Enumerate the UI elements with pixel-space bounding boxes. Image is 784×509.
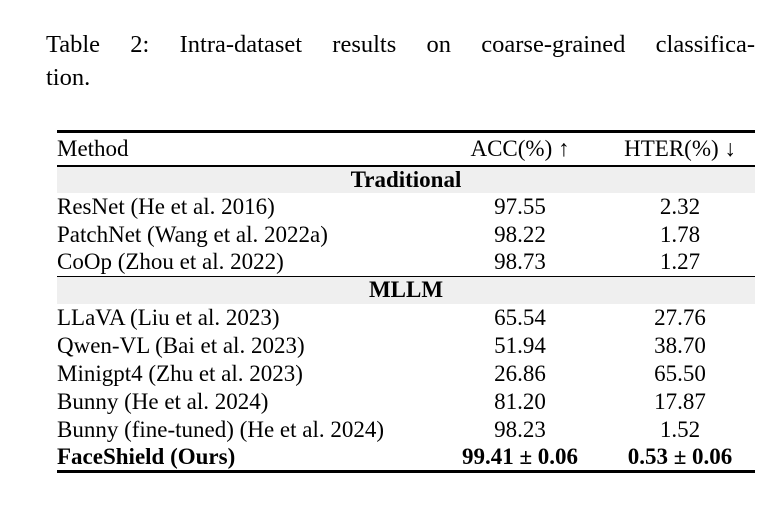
table-row-bunny: Bunny (He et al. 2024) 81.20 17.87 xyxy=(57,388,755,416)
method-name: FaceShield (Ours) xyxy=(57,443,236,469)
table-row-qwen-vl: Qwen-VL (Bai et al. 2023) 51.94 38.70 xyxy=(57,332,755,360)
method-name: PatchNet (Wang et al. 2022a) xyxy=(57,221,328,247)
section-label: Traditional xyxy=(57,165,755,193)
method-name: CoOp (Zhou et al. 2022) xyxy=(57,249,284,275)
method-name: Bunny (He et al. 2024) xyxy=(57,388,269,414)
acc-value: 51.94 xyxy=(494,332,546,358)
acc-value: 98.23 xyxy=(494,416,546,442)
hter-value: 1.27 xyxy=(659,249,701,275)
hter-value: 27.76 xyxy=(654,304,706,330)
method-name: Minigpt4 (Zhu et al. 2023) xyxy=(57,360,303,386)
results-table: Method ACC(%) ↑ HTER(%) ↓ Traditional Re… xyxy=(57,130,755,473)
section-label: MLLM xyxy=(57,276,755,304)
hter-value: 65.50 xyxy=(654,360,706,386)
section-header-traditional: Traditional xyxy=(57,165,755,193)
hter-value: 0.53 ± 0.06 xyxy=(627,443,733,469)
table-row-llava: LLaVA (Liu et al. 2023) 65.54 27.76 xyxy=(57,304,755,332)
hter-value: 38.70 xyxy=(654,332,706,358)
section-header-mllm: MLLM xyxy=(57,276,755,304)
table-row-faceshield-ours: FaceShield (Ours) 99.41 ± 0.06 0.53 ± 0.… xyxy=(57,444,755,472)
column-header-hter: HTER(%) ↓ xyxy=(605,131,755,167)
hter-value: 17.87 xyxy=(654,388,706,414)
table-row-minigpt4: Minigpt4 (Zhu et al. 2023) 26.86 65.50 xyxy=(57,360,755,388)
table-row-resnet: ResNet (He et al. 2016) 97.55 2.32 xyxy=(57,193,755,221)
table-caption-line2: tion. xyxy=(46,64,91,91)
table-row-patchnet: PatchNet (Wang et al. 2022a) 98.22 1.78 xyxy=(57,221,755,249)
method-name: LLaVA (Liu et al. 2023) xyxy=(57,304,280,330)
table-row-coop: CoOp (Zhou et al. 2022) 98.73 1.27 xyxy=(57,249,755,277)
acc-value: 81.20 xyxy=(494,388,546,414)
table-row-bunny-finetuned: Bunny (fine-tuned) (He et al. 2024) 98.2… xyxy=(57,416,755,444)
method-name: Bunny (fine-tuned) (He et al. 2024) xyxy=(57,416,385,442)
method-name: Qwen-VL (Bai et al. 2023) xyxy=(57,332,305,358)
table-header-row: Method ACC(%) ↑ HTER(%) ↓ xyxy=(57,131,755,167)
acc-value: 26.86 xyxy=(494,360,546,386)
column-header-method: Method xyxy=(57,131,435,167)
acc-value: 98.22 xyxy=(494,221,546,247)
hter-value: 2.32 xyxy=(659,193,701,219)
acc-value: 99.41 ± 0.06 xyxy=(461,443,579,469)
hter-value: 1.52 xyxy=(659,416,701,442)
acc-value: 65.54 xyxy=(494,304,546,330)
hter-value: 1.78 xyxy=(659,221,701,247)
table-caption-line1: Table 2: Intra-dataset results on coarse… xyxy=(46,31,755,58)
acc-value: 97.55 xyxy=(494,193,546,219)
table-caption: Table 2: Intra-dataset results on coarse… xyxy=(46,28,755,94)
column-header-acc: ACC(%) ↑ xyxy=(435,131,605,167)
acc-value: 98.73 xyxy=(494,249,546,275)
method-name: ResNet (He et al. 2016) xyxy=(57,193,275,219)
